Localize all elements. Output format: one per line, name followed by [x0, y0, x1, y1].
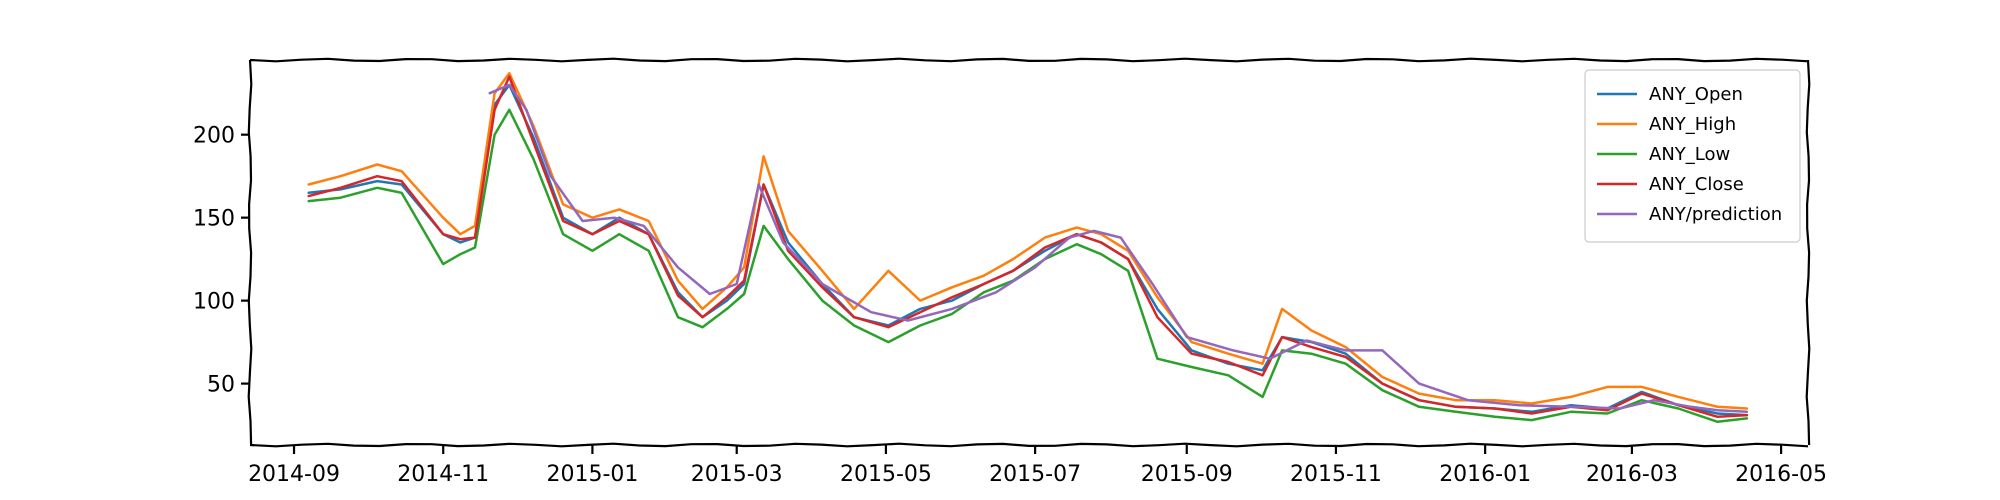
- legend-label-any-open: ANY_Open: [1649, 84, 1743, 105]
- series-layer: [307, 72, 1749, 424]
- x-tick-label: 2015-03: [691, 462, 783, 487]
- x-tick-label: 2016-05: [1735, 462, 1827, 487]
- y-tick-label: 50: [207, 373, 235, 398]
- legend-label-any-close: ANY_Close: [1649, 174, 1744, 195]
- x-tick-label: 2014-11: [397, 462, 489, 487]
- legend: ANY_Open ANY_High ANY_Low ANY_Close ANY/pred…: [1584, 69, 1801, 243]
- series-line-any-low: [307, 108, 1749, 424]
- legend-label-any-prediction: ANY/prediction: [1649, 204, 1782, 225]
- x-tick-label: 2015-11: [1290, 462, 1382, 487]
- x-tick-label: 2015-09: [1141, 462, 1233, 487]
- x-tick-label: 2015-05: [840, 462, 932, 487]
- x-axis: 2014-09 2014-11 2015-01 2015-03 2015-05 2015-…: [248, 445, 1827, 487]
- frame-right: [1805, 59, 1811, 446]
- x-tick-label: 2014-09: [248, 462, 340, 487]
- x-tick-label: 2015-01: [546, 462, 638, 487]
- y-tick-label: 100: [193, 290, 235, 315]
- frame-left: [247, 59, 253, 446]
- x-tick-label: 2016-03: [1586, 462, 1678, 487]
- y-tick-label: 150: [193, 207, 235, 232]
- series-line-any-close: [307, 75, 1749, 419]
- frame-top: [249, 57, 1809, 63]
- plot-frame: [247, 57, 1811, 448]
- y-tick-label: 200: [193, 124, 235, 149]
- series-line-any-high: [307, 72, 1749, 410]
- x-tick-label: 2015-07: [989, 462, 1081, 487]
- legend-box: [1584, 69, 1801, 243]
- x-tick-label: 2016-01: [1439, 462, 1531, 487]
- series-line-any-prediction: [488, 83, 1749, 414]
- legend-label-any-low: ANY_Low: [1649, 144, 1730, 165]
- legend-label-any-high: ANY_High: [1649, 114, 1736, 135]
- frame-bottom: [249, 442, 1809, 448]
- y-axis: 50 100 150 200: [193, 124, 250, 398]
